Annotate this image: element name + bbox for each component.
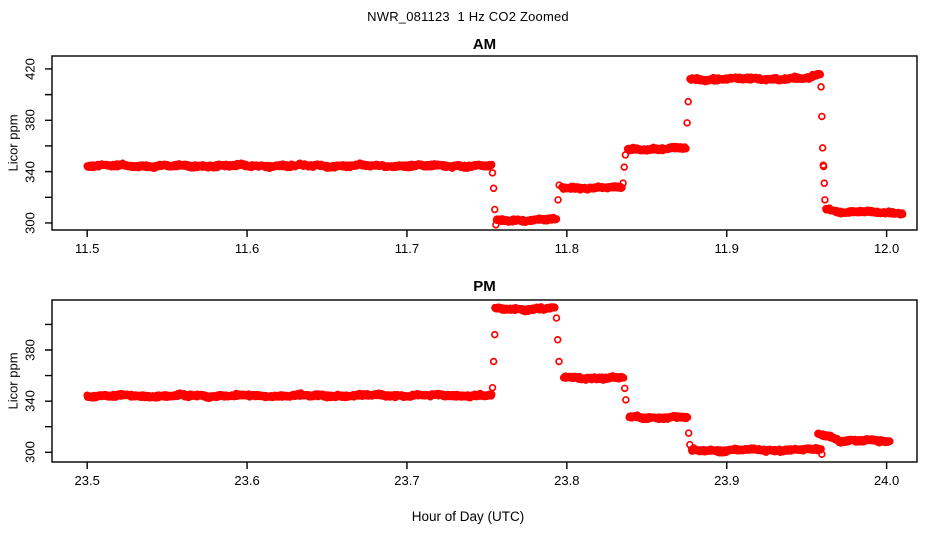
y-tick-label: 380 [22,339,38,361]
y-tick-label: 380 [22,109,38,132]
y-tick-label: 340 [22,390,38,412]
pm-panel-title: PM [473,278,496,295]
x-tick-label: 12.0 [873,241,900,256]
x-tick-label: 23.5 [74,473,100,488]
am-panel-title: AM [472,36,497,53]
y-tick-label: 300 [22,212,38,234]
y-tick-label: 300 [22,441,38,464]
y-tick-label: 420 [22,58,38,80]
y-tick-label: 340 [22,160,38,183]
x-tick-label: 11.9 [714,241,739,256]
x-tick-label: 23.8 [554,473,580,488]
x-tick-label: 11.8 [554,241,579,256]
x-tick-label: 11.7 [394,241,420,256]
x-tick-label: 23.6 [234,473,260,488]
x-tick-label: 11.6 [234,241,260,256]
x-tick-label: 23.9 [714,473,740,488]
x-tick-label: 23.7 [394,473,420,488]
x-tick-label: 11.5 [75,241,100,256]
x-tick-label: 24.0 [873,473,900,488]
x-axis-label: Hour of Day (UTC) [411,509,525,524]
figure-title: NWR_081123 1 Hz CO2 Zoomed [367,9,569,24]
am-y-axis-label: Licor ppm [5,114,21,172]
pm-y-axis-label: Licor ppm [5,352,21,410]
